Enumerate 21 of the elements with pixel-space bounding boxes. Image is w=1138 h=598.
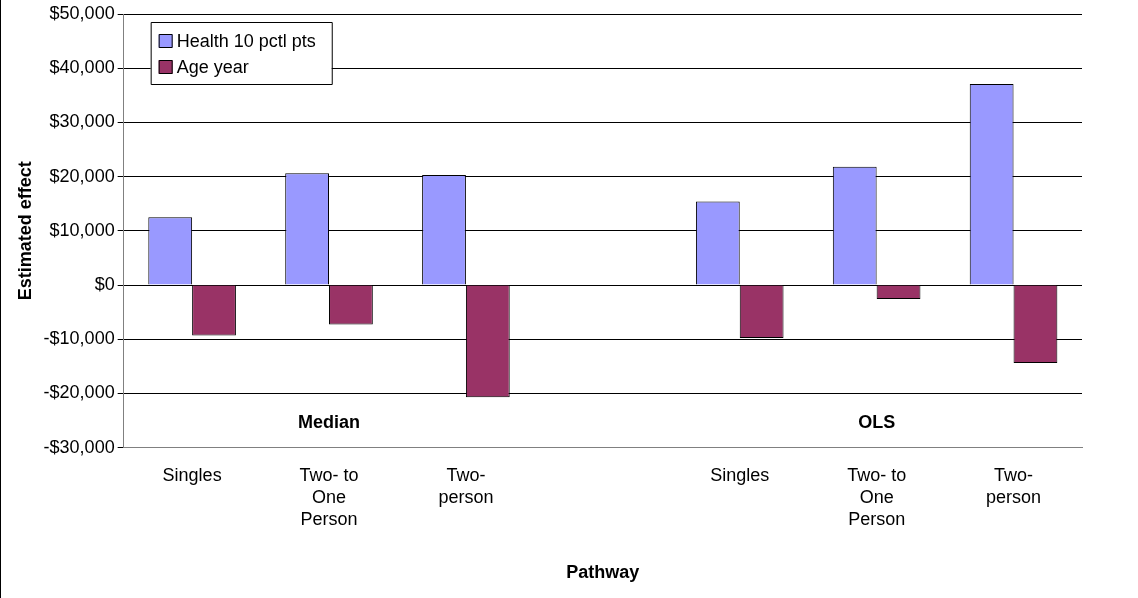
- y-tick-label: $0: [94, 273, 115, 294]
- legend-label: Age year: [176, 56, 249, 77]
- y-tick-label: -$30,000: [43, 436, 115, 457]
- annotation: Median: [298, 411, 361, 432]
- x-tick-label: Two-person: [986, 465, 1042, 507]
- y-tick-label: -$10,000: [43, 328, 115, 349]
- annotation: OLS: [858, 411, 896, 432]
- y-tick-label: $40,000: [49, 57, 115, 78]
- x-tick-label: Two- to One Person: [847, 465, 907, 529]
- y-axis-title: Estimated effect: [14, 161, 35, 301]
- x-tick-label: Two- to One Person: [299, 465, 359, 529]
- x-tick-label: Singles: [710, 465, 770, 486]
- y-tick-label: $30,000: [49, 111, 115, 132]
- x-tick-label: Two-person: [438, 465, 494, 507]
- legend-label: Health 10 pctl pts: [176, 30, 316, 51]
- y-tick-label: $20,000: [49, 165, 115, 186]
- y-tick-label: $50,000: [49, 2, 115, 23]
- y-tick-label: $10,000: [49, 219, 115, 240]
- y-tick-label: -$20,000: [43, 382, 115, 403]
- x-axis-title: Pathway: [566, 562, 640, 583]
- x-tick-label: Singles: [162, 465, 222, 486]
